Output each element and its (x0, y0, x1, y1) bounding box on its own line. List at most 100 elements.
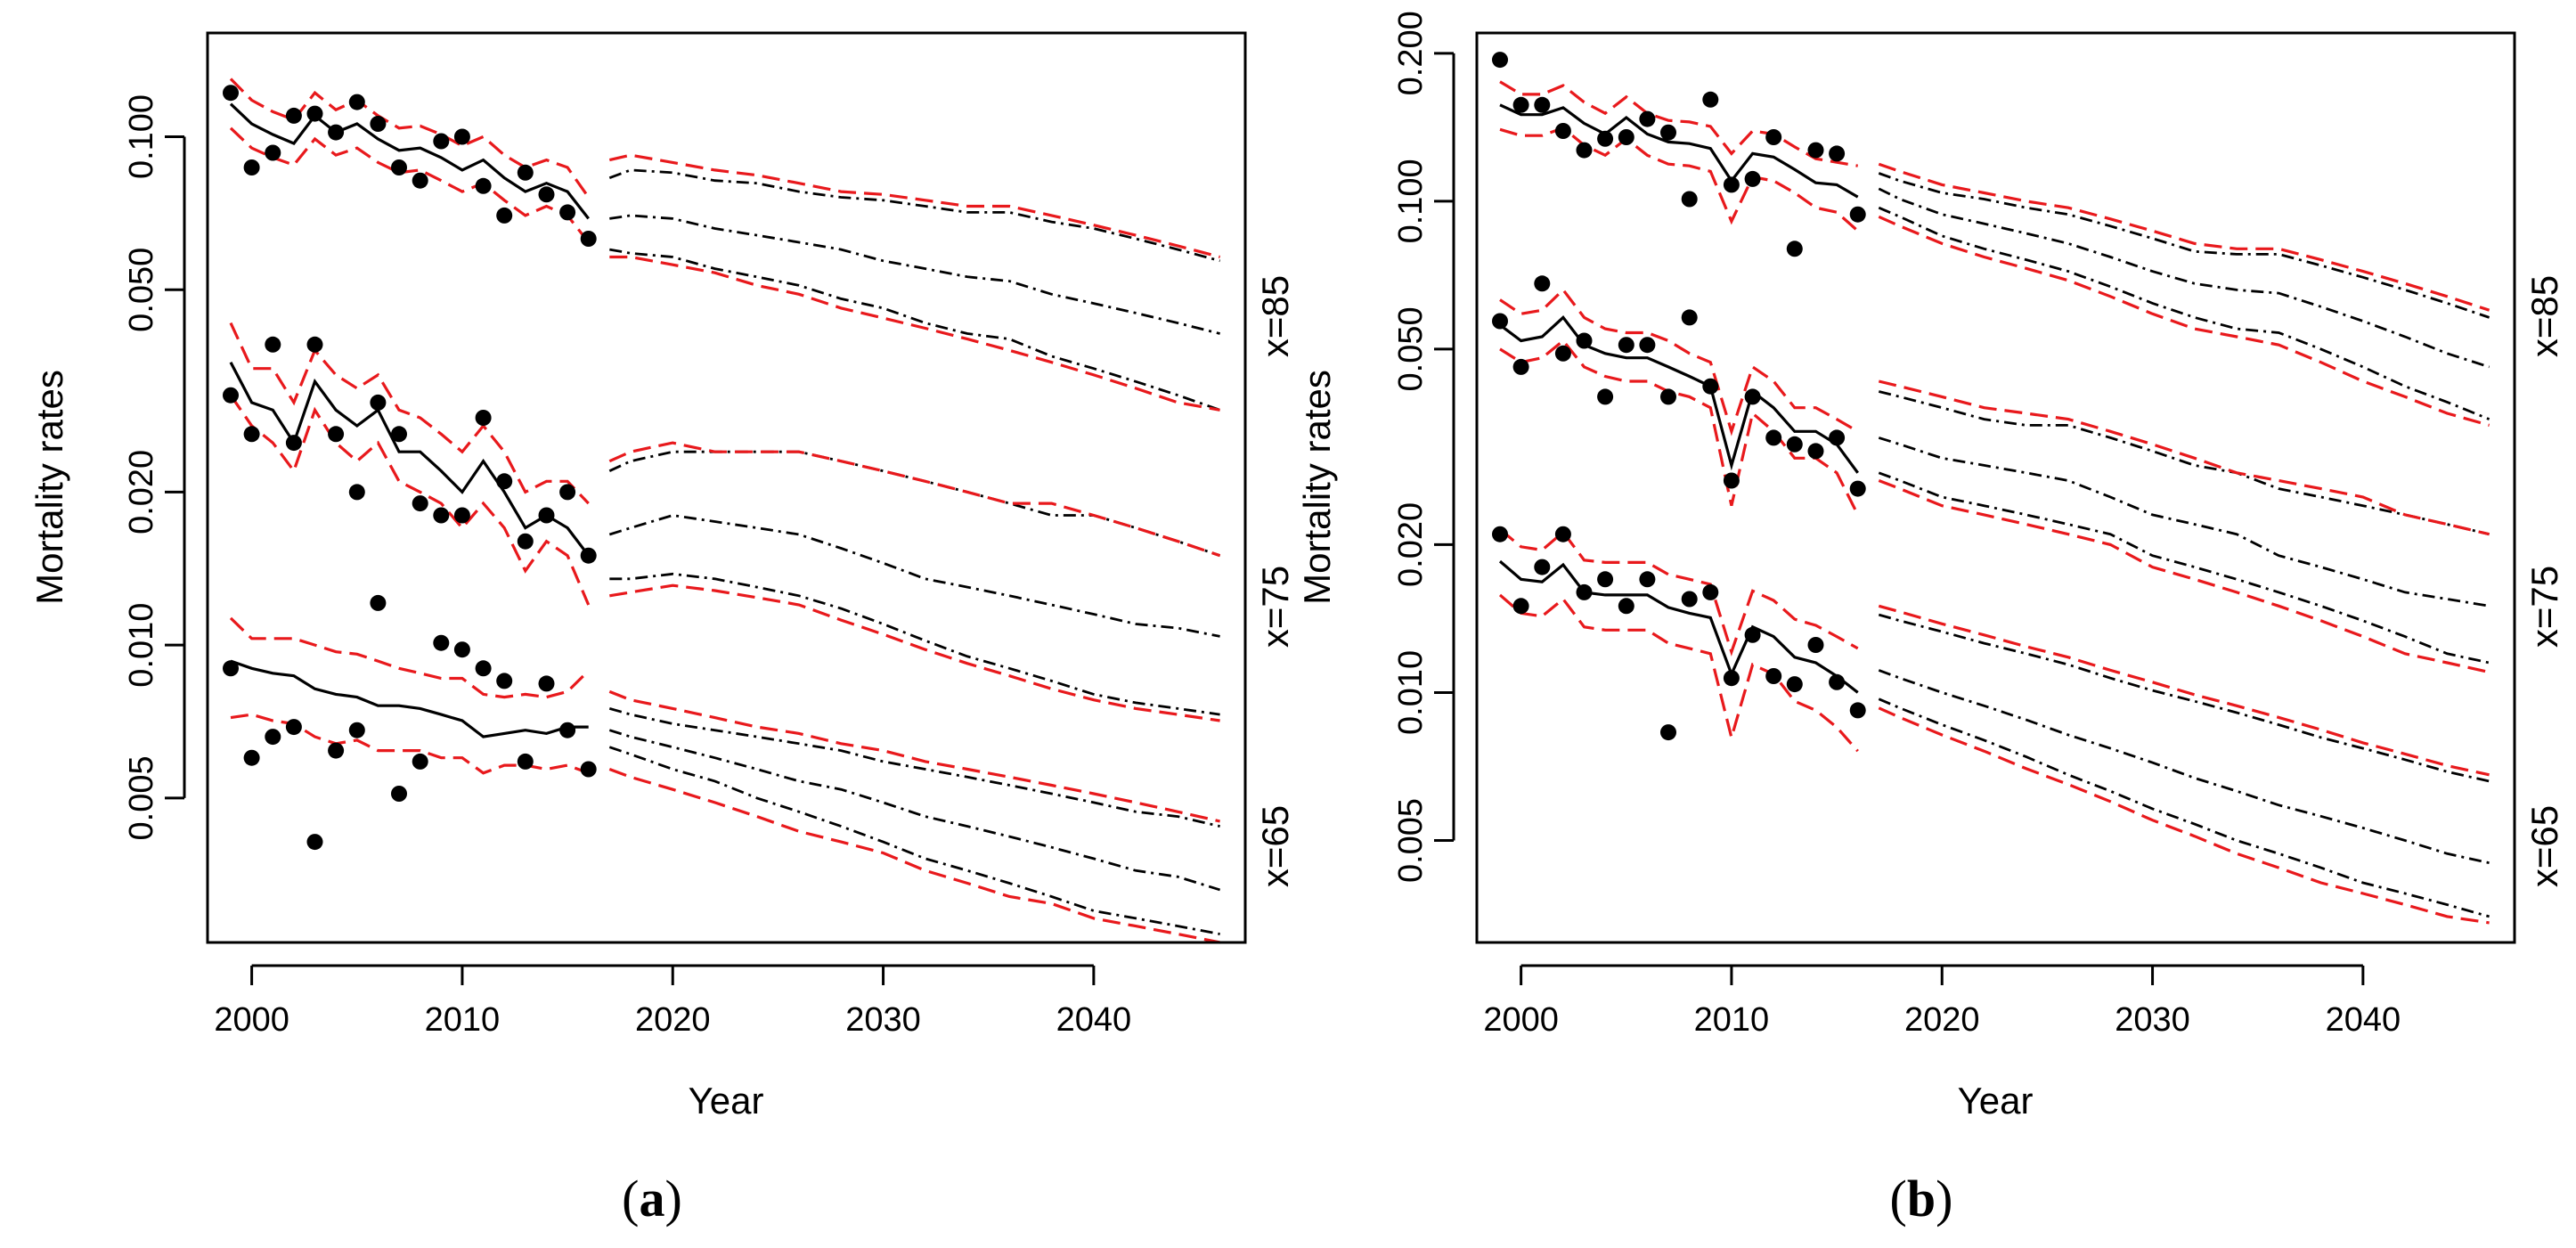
panel-b-age-label-65: x=65 (2523, 805, 2565, 887)
panel-b-caption: (b) (1890, 1170, 1953, 1228)
panel-a-age-label-85: x=85 (1254, 275, 1296, 357)
age-65-forecast-lower (608, 768, 1220, 944)
age-65-observed-point (1554, 526, 1571, 542)
age-75-observed-point (1660, 388, 1676, 405)
age-75-observed-point (1702, 378, 1719, 395)
panel-a-ylabel: Mortality rates (29, 370, 70, 605)
age-75-forecast-mean (1878, 436, 2490, 608)
age-65-observed-point (412, 753, 428, 770)
age-85-forecast-lower-dotdash (609, 248, 1221, 412)
age-75-forecast-upper-dotdash (1878, 390, 2490, 536)
age-65-observed-point (1639, 571, 1656, 588)
age-75-observed-point (559, 484, 576, 501)
age-75-forecast-upper (1878, 379, 2490, 536)
age-85-observed-point (1618, 129, 1634, 145)
age-65-observed-point (1492, 526, 1508, 542)
age-85-observed-point (580, 231, 597, 247)
y-tick-label: 0.050 (1392, 306, 1430, 391)
age-75-observed-point (517, 533, 534, 550)
age-75-forecast-lower-dotdash (1878, 471, 2490, 665)
y-tick-label: 0.100 (1392, 159, 1430, 243)
age-85-observed-point (1512, 96, 1529, 113)
age-75-observed-point (433, 507, 450, 524)
age-75-observed-point (1849, 480, 1866, 497)
age-65-observed-point (453, 641, 470, 658)
age-65-observed-point (433, 634, 450, 651)
panel-b-caption-letter: b (1907, 1170, 1936, 1228)
panel-a-plot-frame (206, 31, 1247, 944)
age-75-observed-point (1512, 358, 1529, 375)
age-75-observed-point (328, 426, 345, 443)
age-65-observed-point (475, 660, 492, 677)
age-65-observed-point (1765, 668, 1782, 684)
age-65-forecast-upper (1878, 604, 2490, 777)
age-85-observed-point (1554, 123, 1571, 139)
age-65-observed-point (496, 673, 513, 689)
age-75-observed-point (285, 435, 302, 452)
age-85-observed-point (328, 124, 345, 141)
panel-a-caption: (a) (622, 1170, 682, 1228)
x-tick-label: 2020 (1904, 1001, 1980, 1039)
age-75-observed-point (538, 507, 555, 524)
age-85-forecast-mean (1878, 187, 2490, 369)
age-85-fitted (229, 102, 590, 220)
age-75-observed-point (1618, 337, 1634, 354)
age-75-fitted-upper (1499, 287, 1859, 436)
age-85-observed-point (1660, 124, 1676, 141)
age-65-observed-point (1786, 676, 1803, 693)
x-tick-label: 2010 (1694, 1001, 1770, 1039)
age-85-observed-point (1744, 170, 1761, 187)
age-75-observed-point (391, 426, 407, 443)
age-75-fitted (1499, 315, 1859, 474)
age-65-fitted (230, 659, 589, 738)
age-85-fitted (1499, 103, 1859, 199)
age-65-observed-point (1618, 598, 1634, 615)
age-75-forecast-upper (608, 441, 1221, 558)
age-85-fitted-upper (229, 77, 591, 199)
age-65-observed-point (306, 834, 323, 851)
panel-a-ticks: 2000 2010 2020 2030 2040 0.005 0.010 0.020 0.050… (123, 94, 1131, 1039)
age-75-observed-point (580, 547, 597, 564)
x-tick-label: 2000 (214, 1001, 289, 1039)
age-65-observed-point (391, 786, 407, 802)
age-75-observed-point (412, 495, 428, 512)
age-85-observed-point (370, 116, 387, 132)
age-85-fitted-upper (1499, 80, 1858, 167)
age-85-observed-point (1534, 96, 1551, 113)
age-65-observed-point (348, 722, 365, 738)
age-75-observed-point (243, 426, 260, 443)
x-tick-label: 2020 (635, 1001, 711, 1039)
y-tick-label: 0.010 (123, 603, 160, 688)
age-65-fitted-upper (1498, 527, 1859, 657)
age-85-observed-point (1829, 145, 1846, 162)
age-85-observed-point (1765, 129, 1782, 145)
x-tick-label: 2000 (1483, 1001, 1559, 1039)
x-tick-label: 2040 (2326, 1001, 2401, 1039)
age-85-observed-point (453, 128, 470, 145)
age-65-observed-point (223, 660, 239, 677)
age-85-observed-point (412, 172, 428, 189)
age-75-observed-point (1639, 337, 1656, 354)
age-75-observed-point (453, 507, 470, 524)
age-75-observed-point (1554, 345, 1571, 362)
panel-b: 2000 2010 2020 2030 2040 0.005 0.010 0.020 0.050… (1296, 11, 2565, 1228)
age-65-forecast-lower-dotdash (1878, 697, 2490, 918)
age-85-observed-point (1723, 176, 1740, 193)
age-65-observed-point (1576, 583, 1593, 600)
age-65-observed-point (370, 594, 387, 611)
age-75-observed-point (1765, 429, 1782, 446)
age-75-forecast-lower (609, 583, 1220, 722)
age-85-forecast-upper-dotdash (1878, 172, 2490, 319)
panel-a-age-label-75: x=75 (1254, 566, 1296, 648)
age-85-observed-point (1492, 52, 1508, 69)
age-75-observed-point (1786, 436, 1803, 453)
age-75-observed-point (1597, 388, 1614, 405)
age-65-observed-point (1849, 702, 1866, 719)
panel-b-age-label-75: x=75 (2523, 566, 2565, 648)
age-65-observed-point (285, 719, 302, 736)
age-75-observed-point (1576, 332, 1593, 349)
panel-a: 2000 2010 2020 2030 2040 0.005 0.010 0.020 0.050… (29, 31, 1296, 1228)
age-65-observed-point (580, 761, 597, 778)
panel-b-plot-frame (1475, 31, 2516, 944)
